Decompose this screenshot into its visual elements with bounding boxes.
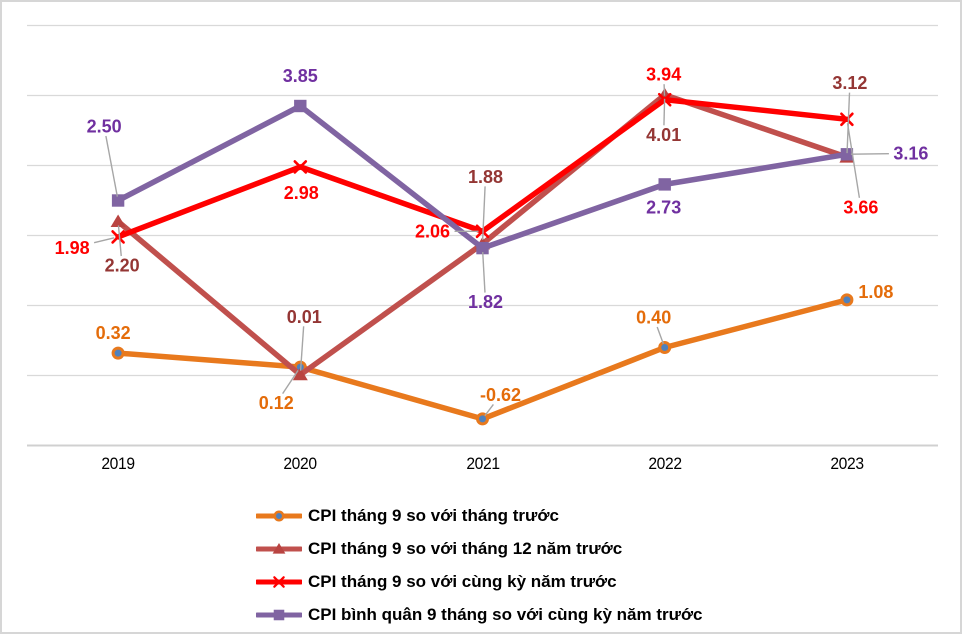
x-axis-label: 2020 (283, 454, 317, 473)
data-label-leader-line (484, 403, 494, 417)
circle-marker (111, 346, 125, 360)
circle-marker (658, 341, 672, 354)
data-label: 3.66 (843, 197, 878, 217)
legend-label: CPI tháng 9 so với tháng trước (308, 505, 559, 525)
legend-label: CPI tháng 9 so với cùng kỳ năm trước (308, 571, 617, 591)
legend-glyph-square-marker (256, 609, 302, 620)
data-label-leader-line (846, 92, 851, 154)
legend-glyph-x-marker (256, 575, 302, 588)
x-axis-label: 2022 (648, 454, 682, 473)
plot-area: 0.32 0.12 -0.62 0.40 1.08 2.20 0.01 1.88 4.01 3.1… (27, 24, 938, 447)
x-axis: 2019 2020 2021 2022 2023 (2, 454, 960, 478)
legend-glyph-triangle-marker (256, 542, 302, 554)
data-label: 1.98 (55, 238, 90, 258)
circle-marker (476, 412, 489, 426)
legend-item-series-4: CPI bình quân 9 tháng so với cùng kỳ năm… (256, 598, 702, 631)
square-marker (476, 241, 489, 255)
data-label: 3.94 (646, 65, 681, 85)
data-label: 2.50 (87, 117, 122, 137)
square-marker (111, 194, 125, 207)
square-marker (840, 148, 854, 161)
x-marker (273, 575, 285, 588)
data-label-leader-line (481, 186, 486, 240)
data-label: 3.16 (893, 143, 928, 163)
data-label: 1.88 (468, 167, 503, 187)
legend-item-series-1: CPI tháng 9 so với tháng trước (256, 499, 702, 532)
data-label-leader-line (482, 252, 486, 293)
legend-item-series-3: CPI tháng 9 so với cùng kỳ năm trước (256, 565, 702, 598)
x-marker (111, 230, 125, 244)
circle-marker (273, 509, 285, 522)
legend-item-series-2: CPI tháng 9 so với tháng 12 năm trước (256, 532, 702, 565)
data-label: 0.01 (287, 307, 322, 327)
data-label-leader-line (93, 237, 115, 244)
legend-label: CPI tháng 9 so với tháng 12 năm trước (308, 538, 623, 558)
square-marker (273, 609, 285, 620)
x-axis-label: 2019 (101, 454, 135, 473)
triangle-marker (110, 214, 126, 227)
x-axis-label: 2023 (830, 454, 864, 473)
data-label: 3.85 (283, 66, 318, 86)
data-label-leader-line (846, 123, 861, 198)
data-label: 2.20 (105, 256, 140, 276)
data-label-leader-line (850, 152, 889, 155)
data-label-leader-line (663, 98, 666, 126)
data-label: 2.73 (646, 197, 681, 217)
data-label: 0.40 (636, 308, 671, 328)
data-label-leader-line (282, 370, 299, 394)
data-label: -0.62 (480, 385, 521, 405)
data-label: 3.12 (832, 73, 867, 93)
x-marker (840, 112, 854, 127)
square-marker (294, 99, 307, 113)
legend: CPI tháng 9 so với tháng trước CPI tháng… (256, 499, 702, 631)
data-label: 1.82 (468, 292, 503, 312)
data-label-leader-line (299, 326, 305, 371)
triangle-marker (292, 367, 308, 381)
legend-label: CPI bình quân 9 tháng so với cùng kỳ năm… (308, 604, 703, 624)
data-label: 0.32 (96, 323, 131, 343)
data-label-leader-line (117, 225, 122, 257)
circle-marker (840, 293, 854, 307)
data-label: 2.06 (415, 221, 450, 241)
triangle-marker (272, 542, 286, 554)
data-label-leader-line (656, 326, 664, 344)
legend-glyph-circle-marker (256, 509, 302, 522)
data-label: 0.12 (259, 393, 294, 413)
x-axis-label: 2021 (466, 454, 500, 473)
square-marker (658, 178, 671, 191)
data-label: 4.01 (646, 125, 681, 145)
data-label: 2.98 (284, 183, 319, 203)
data-label: 1.08 (858, 282, 893, 302)
x-marker (293, 160, 308, 174)
data-label-leader-line (105, 135, 119, 197)
